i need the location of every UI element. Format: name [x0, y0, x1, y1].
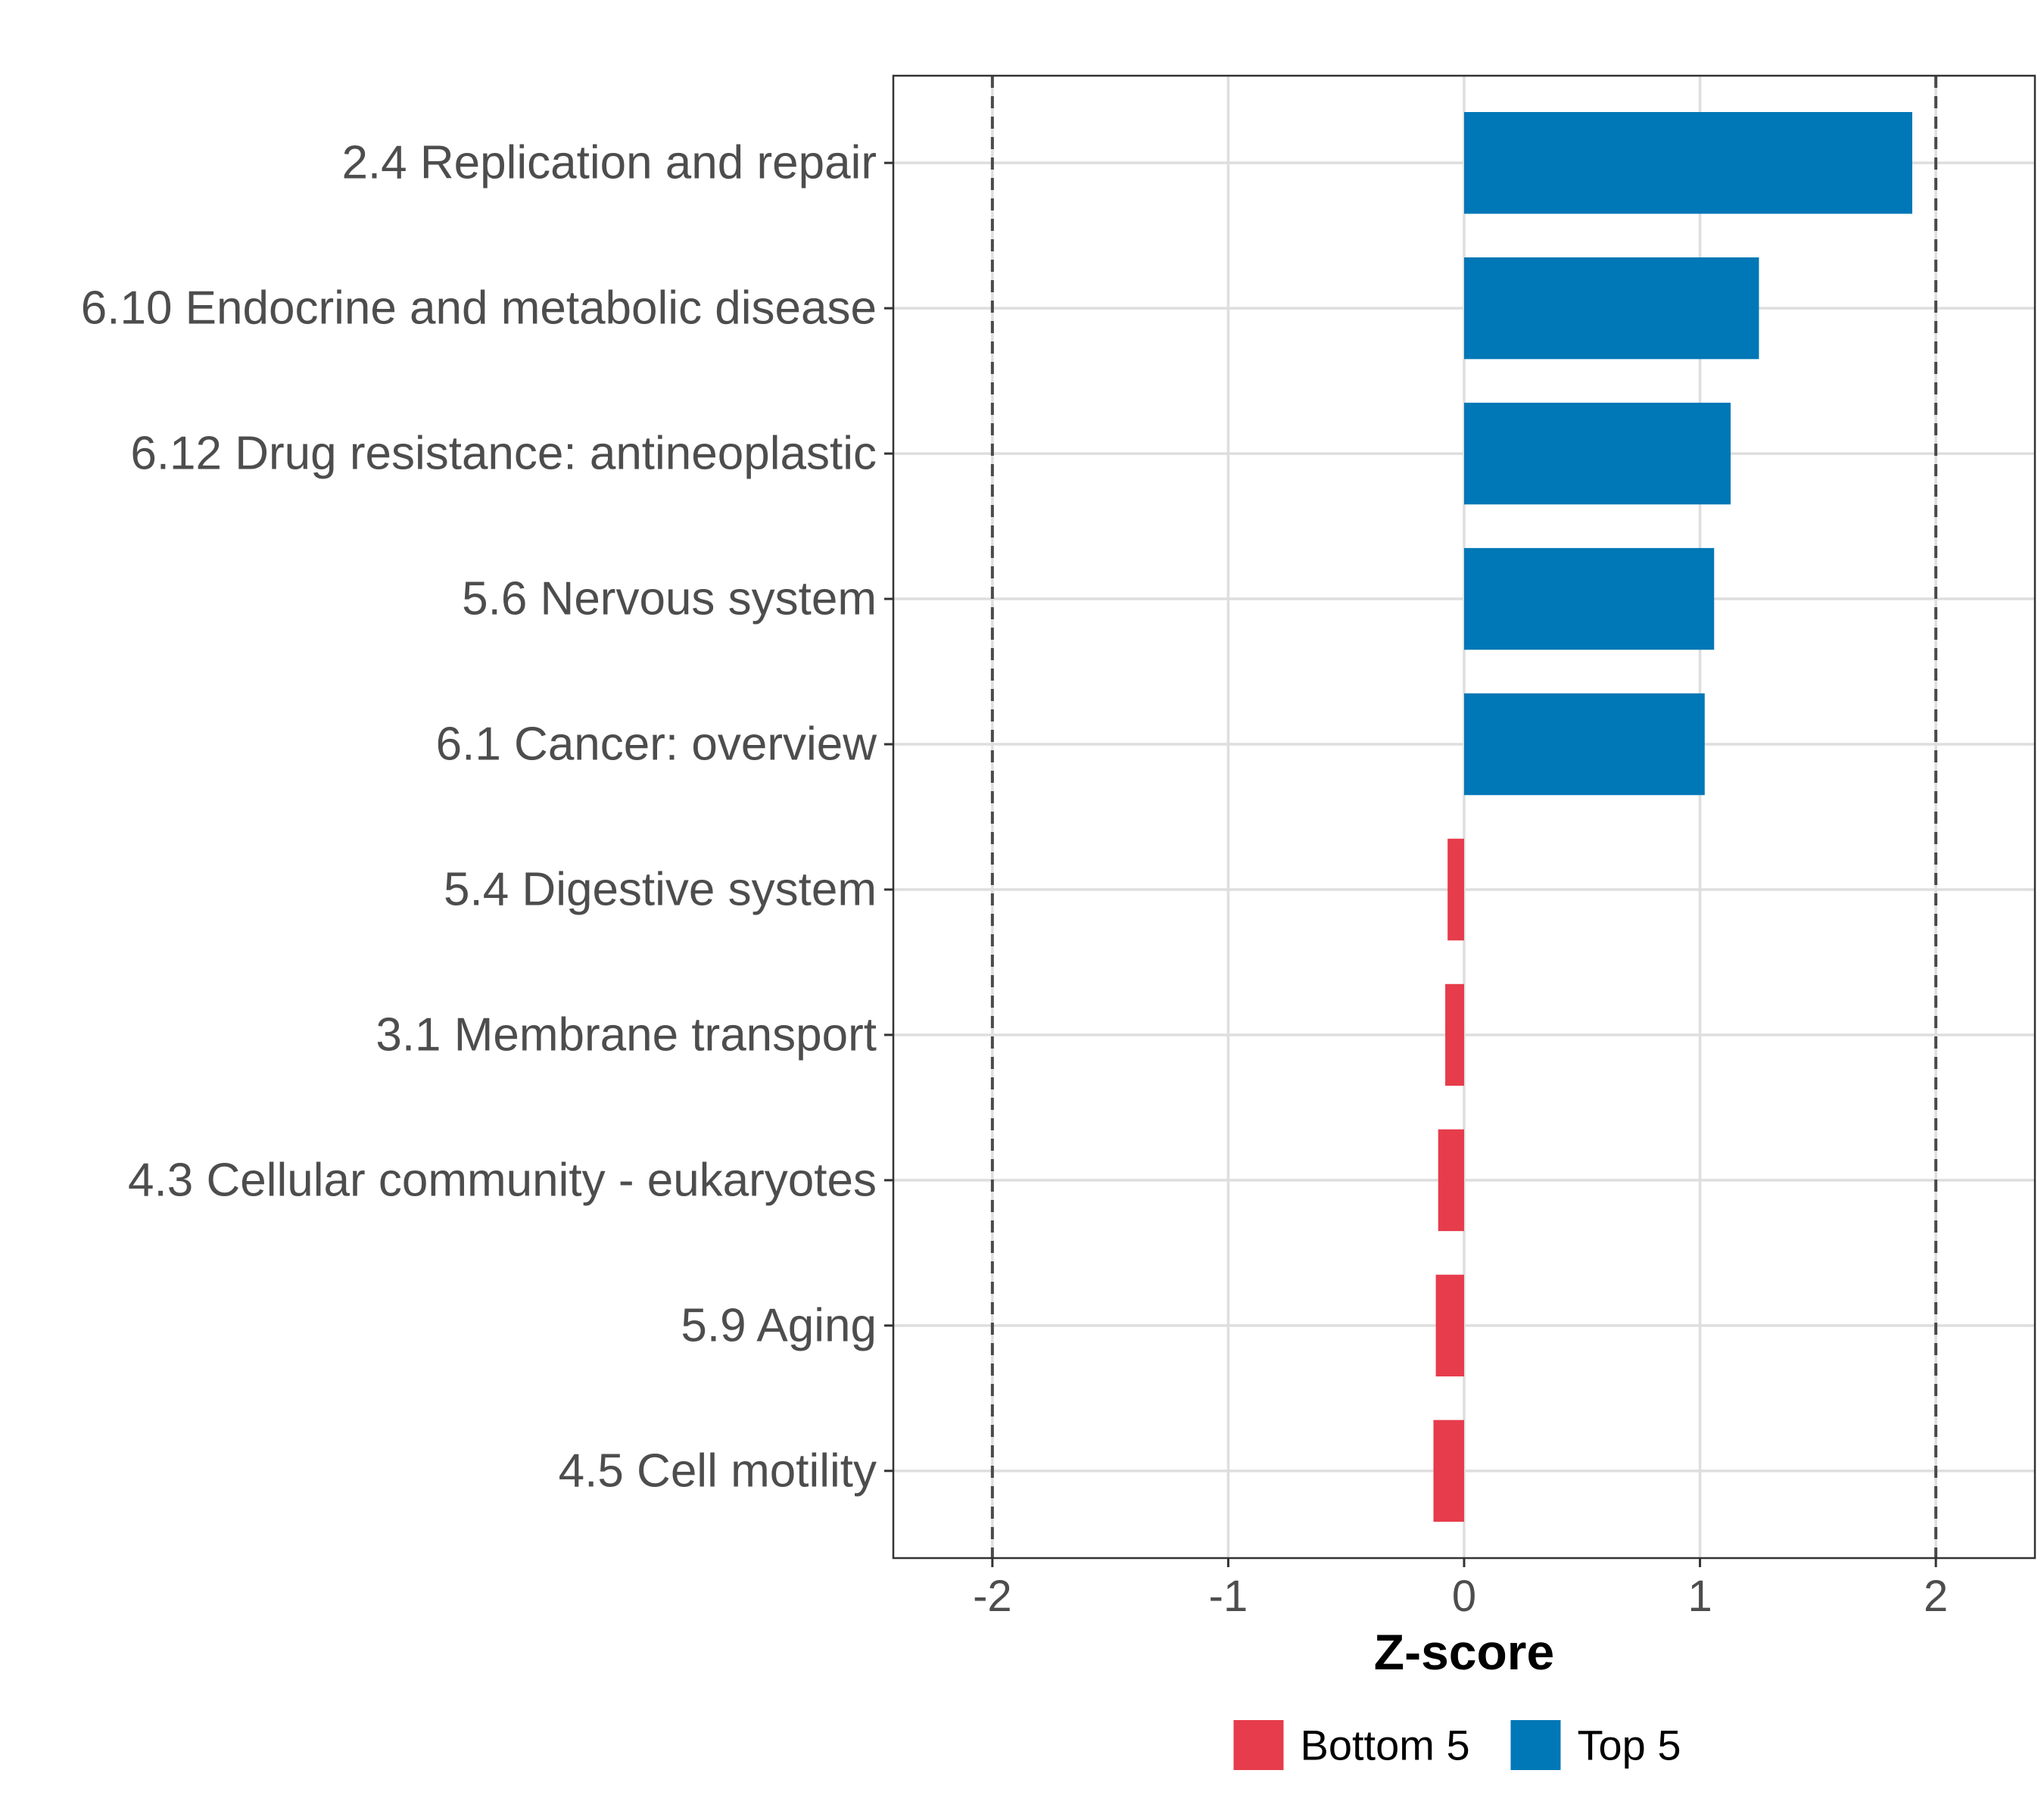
bar-4-5-cell-motility [1433, 1420, 1464, 1522]
bar-6-12-drug-resistance-antineoplastic [1464, 403, 1731, 504]
bar-5-6-nervous-system [1464, 548, 1714, 650]
category-label: 5.9 Aging [681, 1299, 877, 1351]
bar-5-4-digestive-system [1447, 839, 1464, 940]
category-label: 4.5 Cell motility [559, 1445, 877, 1497]
x-axis-title: Z-score [1374, 1624, 1554, 1680]
category-label: 4.3 Cellular community - eukaryotes [128, 1154, 877, 1206]
x-tick-label: 0 [1452, 1572, 1476, 1621]
bar-2-4-replication-and-repair [1464, 112, 1912, 213]
bar-5-9-aging [1436, 1275, 1464, 1376]
bar-4-3-cellular-community-eukaryotes [1438, 1130, 1464, 1231]
legend-label-top-5: Top 5 [1578, 1722, 1681, 1769]
category-label: 3.1 Membrane transport [375, 1008, 877, 1061]
legend-swatch-top-5 [1511, 1720, 1561, 1770]
x-tick-label: -2 [973, 1572, 1012, 1621]
category-label: 2.4 Replication and repair [341, 137, 877, 189]
category-label: 6.10 Endocrine and metabolic disease [81, 282, 877, 335]
category-label: 5.4 Digestive system [444, 863, 877, 915]
category-label: 6.12 Drug resistance: antineoplastic [130, 428, 877, 480]
category-axis: 2.4 Replication and repair 6.10 Endocrine… [81, 137, 893, 1498]
category-label: 6.1 Cancer: overview [436, 718, 877, 771]
bar-6-1-cancer-overview [1464, 693, 1705, 795]
category-label: 5.6 Nervous system [462, 573, 877, 625]
legend-label-bottom-5: Bottom 5 [1301, 1722, 1470, 1769]
x-tick-label: 2 [1924, 1572, 1948, 1621]
x-tick-label: 1 [1687, 1572, 1712, 1621]
legend: Bottom 5 Top 5 [1234, 1720, 1681, 1770]
value-axis: -2 -1 0 1 2 [973, 1558, 1948, 1621]
bars [1433, 112, 1912, 1522]
bar-6-10-endocrine-and-metabolic-disease [1464, 257, 1759, 359]
z-score-bar-chart: 2.4 Replication and repair 6.10 Endocrine… [0, 0, 2044, 1817]
bar-3-1-membrane-transport [1445, 984, 1464, 1086]
legend-swatch-bottom-5 [1234, 1720, 1284, 1770]
x-tick-label: -1 [1209, 1572, 1248, 1621]
